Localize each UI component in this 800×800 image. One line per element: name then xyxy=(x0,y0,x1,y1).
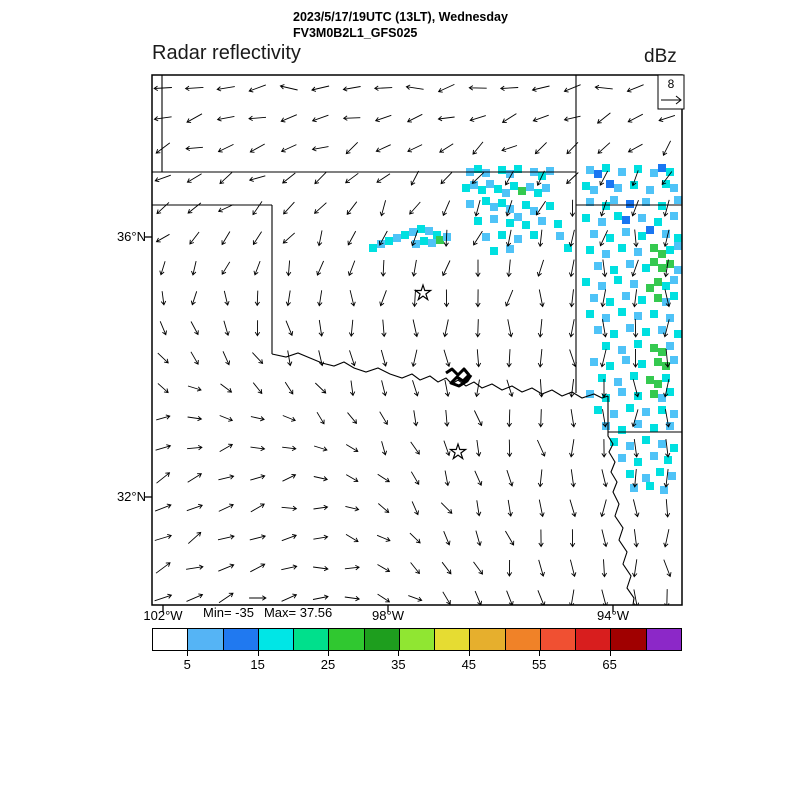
vector-legend-box xyxy=(657,74,685,110)
max-value: Max= 37.56 xyxy=(263,605,333,620)
wind-vectors xyxy=(153,83,676,605)
colorbar-tick-label: 15 xyxy=(250,657,265,672)
colorbar-tick-label: 35 xyxy=(391,657,406,672)
units-label: dBz xyxy=(644,46,677,67)
colorbar-tick xyxy=(398,651,400,656)
lat-axis-label: 36°N xyxy=(116,229,146,244)
colorbar-segment xyxy=(399,629,436,650)
colorbar xyxy=(152,628,682,651)
run-header: 2023/5/17/19UTC (13LT), Wednesday FV3M0B… xyxy=(293,9,508,41)
state-borders xyxy=(152,75,682,605)
colorbar-segment xyxy=(294,629,330,650)
colorbar-segment xyxy=(153,629,189,650)
colorbar-segment xyxy=(505,629,541,650)
colorbar-tick xyxy=(187,651,189,656)
colorbar-tick-label: 55 xyxy=(531,657,547,672)
colorbar-tick xyxy=(328,651,329,656)
lat-axis-label: 32°N xyxy=(116,489,146,504)
map-overlay xyxy=(413,95,682,461)
colorbar-tick-label: 45 xyxy=(461,657,477,672)
colorbar-segment xyxy=(435,629,471,650)
page-title: Radar reflectivity xyxy=(152,42,301,64)
vector-legend-value: 8 xyxy=(667,77,675,91)
colorbar-segment xyxy=(329,629,365,650)
colorbar-segment xyxy=(223,629,259,650)
axis-ticks xyxy=(145,236,614,612)
colorbar-tick xyxy=(468,651,470,656)
min-value: Min= -35 xyxy=(203,605,254,620)
colorbar-segment xyxy=(540,629,577,650)
colorbar-segment xyxy=(258,629,295,650)
map-frame xyxy=(151,74,683,606)
colorbar-segment xyxy=(364,629,400,650)
lon-axis-label: 102°W xyxy=(143,608,183,623)
colorbar-segment xyxy=(576,629,612,650)
minmax-label: Min= -35 Max= 37.56 xyxy=(203,605,342,620)
run-title: 2023/5/17/19UTC (13LT), Wednesday xyxy=(293,10,508,24)
colorbar-tick-label: 5 xyxy=(183,657,191,672)
colorbar-segment xyxy=(646,629,681,650)
colorbar-tick xyxy=(609,651,611,656)
colorbar-tick xyxy=(257,651,259,656)
colorbar-segment xyxy=(470,629,506,650)
lon-axis-label: 94°W xyxy=(597,608,629,623)
lon-axis-label: 98°W xyxy=(372,608,404,623)
colorbar-tick-label: 25 xyxy=(320,657,336,672)
colorbar-segment xyxy=(188,629,224,650)
colorbar-tick xyxy=(539,651,541,656)
colorbar-tick-label: 65 xyxy=(602,657,617,672)
colorbar-segment xyxy=(611,629,647,650)
model-title: FV3M0B2L1_GFS025 xyxy=(293,26,418,40)
